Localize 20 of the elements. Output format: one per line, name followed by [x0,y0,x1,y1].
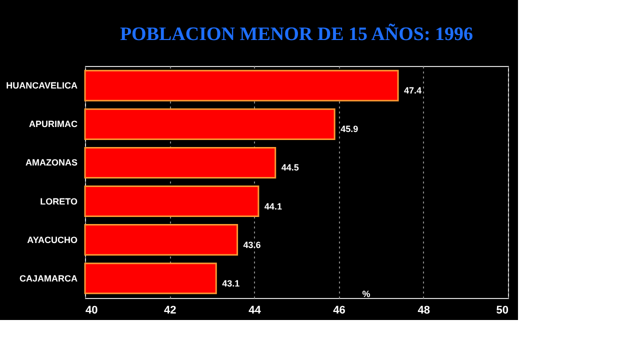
y-tick-label: LORETO [40,196,78,206]
y-tick-label: HUANCAVELICA [6,80,78,91]
data-label: 45.9 [340,124,358,134]
chart-title: POBLACION MENOR DE 15 AÑOS: 1996 [120,23,474,45]
y-tick-label: APURIMAC [29,119,78,130]
data-label: 47.4 [404,86,422,96]
x-tick-label: 40 [86,304,98,316]
x-tick-label: 42 [164,304,176,316]
data-label: 44.1 [264,201,282,212]
x-tick-label: 44 [248,304,262,316]
data-label: 43.1 [222,278,240,288]
data-label: 44.5 [281,162,299,173]
x-tick-label: 46 [333,304,346,316]
data-label: 43.6 [243,240,261,250]
annotation: % [362,289,370,299]
x-tick-label: 48 [418,304,430,316]
y-tick-label: AYACUCHO [27,234,78,245]
y-tick-label: AMAZONAS [26,158,78,168]
y-tick-label: CAJAMARCA [20,273,78,284]
x-tick-label: 50 [496,304,508,316]
